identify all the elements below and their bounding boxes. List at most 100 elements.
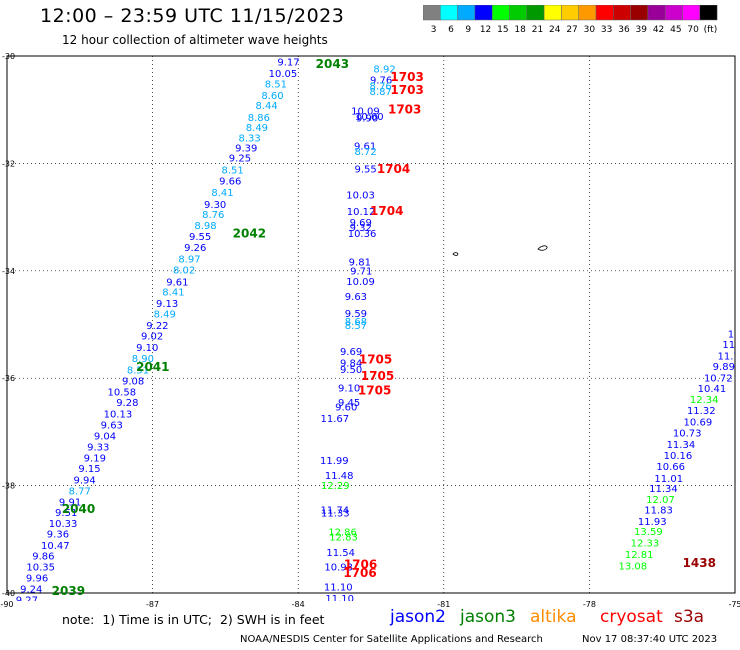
y-tick-label: -36 [2,374,15,383]
swh-value: 8.51 [222,166,244,177]
swh-value: 9.69 [350,218,372,229]
swh-value: 12.34 [690,395,719,406]
swh-value: 11.48 [325,471,354,482]
colorbar-label: 21 [532,25,543,35]
colorbar-label: 45 [670,25,681,35]
swh-value: 8.72 [354,147,376,158]
swh-value: 8.77 [69,487,91,498]
swh-value: 9.86 [32,552,54,563]
legend-jason2: jason2 [390,607,446,627]
swh-value: 12.29 [321,481,350,492]
swh-value: 9.96 [26,574,48,585]
x-tick-label: -84 [292,600,305,609]
swh-value: 8.68 [345,317,367,328]
swh-value: 12.81 [625,550,654,561]
island-outline [452,252,459,256]
swh-value: 10.60 [355,112,384,123]
swh-value: 9.04 [94,431,116,442]
swh-value: 9.59 [0,629,22,640]
swh-value: 12 [734,318,740,329]
swh-value: 8.41 [211,188,233,199]
pass-label: 1706 [343,566,376,580]
colorbar-label: 39 [636,25,648,35]
colorbar-label: 24 [549,25,561,35]
swh-value: 9.63 [101,421,123,432]
page-title: 12:00 – 23:59 UTC 11/15/2023 [40,5,345,27]
swh-value: 9.36 [47,530,69,541]
footer-timestamp: Nov 17 08:37:40 UTC 2023 [582,634,718,645]
swh-value: 9.28 [116,398,138,409]
swh-value: 9.55 [354,165,376,176]
swh-value: 9.81 [349,257,371,268]
colorbar-label: 9 [465,25,471,35]
swh-value: 9.90 [356,114,378,125]
colorbar-label: 18 [514,25,526,35]
colorbar-label: 15 [497,25,508,35]
swh-value: 8.02 [173,265,195,276]
swh-value: 11.10 [324,582,353,593]
swh-value: 9.61 [354,141,376,152]
swh-value: 10.09 [351,107,380,118]
swh-value: 10.05 [269,69,298,80]
swh-value: 8.49 [154,310,176,321]
swh-value: 9.39 [235,144,257,155]
swh-value: 1 [735,307,740,318]
swh-value: 8.60 [261,91,283,102]
swh-value: 11.54 [326,548,355,559]
swh-value: 11.33 [321,509,350,520]
swh-value: 9.08 [122,377,144,388]
swh-value: 11.74 [321,506,350,517]
colorbar-label: 27 [566,25,577,35]
colorbar-label: 30 [584,25,596,35]
swh-value: 9.27 [16,596,38,607]
swh-value: 10.16 [664,451,693,462]
swh-value: 8.44 [255,101,277,112]
y-tick-label: -34 [2,267,15,276]
swh-value: 9.76 [370,75,392,86]
swh-value: 9.66 [219,176,241,187]
swh-value: 8.33 [239,133,261,144]
swh-value: 9.22 [146,321,168,332]
swh-value: 9.24 [20,584,42,595]
swh-value: 11.10 [325,594,354,605]
pass-label: 1705 [359,353,392,367]
swh-value: 11.34 [649,484,678,495]
swh-value: 10.36 [348,229,377,240]
swh-value: 9.91 [59,497,81,508]
swh-value: 9.69 [340,347,362,358]
swh-value: 9.19 [84,453,106,464]
swh-value: 8.97 [178,255,200,266]
colorbar-label: 12 [480,25,491,35]
swh-value: 9.93 [5,618,27,629]
data-points: 9.1710.058.518.608.448.868.498.339.399.2… [0,57,740,640]
swh-value: 9.17 [277,58,299,69]
swh-value: 10.09 [346,277,375,288]
swh-value: 9.55 [189,232,211,243]
swh-value: 9.71 [350,267,372,278]
pass-label: 1703 [390,83,423,97]
swh-value: 10.33 [49,519,78,530]
swh-value: 8.76 [370,81,392,92]
swh-value: 8.92 [373,65,395,76]
swh-value: 10.93 [324,562,353,573]
swh-value: 11.93 [638,517,667,528]
pass-label: 1703 [390,70,423,84]
swh-value: 8.57 [345,321,367,332]
swh-value: 9.13 [156,299,178,310]
colorbar-label: (ft) [704,25,718,35]
pass-label: 1438 [683,556,716,570]
swh-value: 11.32 [687,406,716,417]
swh-value: 9.32 [350,223,372,234]
swh-value: 11.34 [667,440,696,451]
swh-value: 11.99 [320,456,349,467]
pass-label: 1703 [388,102,421,116]
swh-value: 10.73 [673,429,702,440]
swh-value: 9.94 [73,475,95,486]
swh-value: 10.13 [104,409,133,420]
pass-label: 1705 [361,369,394,383]
swh-value: 9.25 [229,153,251,164]
x-tick-label: -81 [437,600,450,609]
swh-value: 9.84 [340,358,362,369]
swh-value: 9.60 [335,402,357,413]
